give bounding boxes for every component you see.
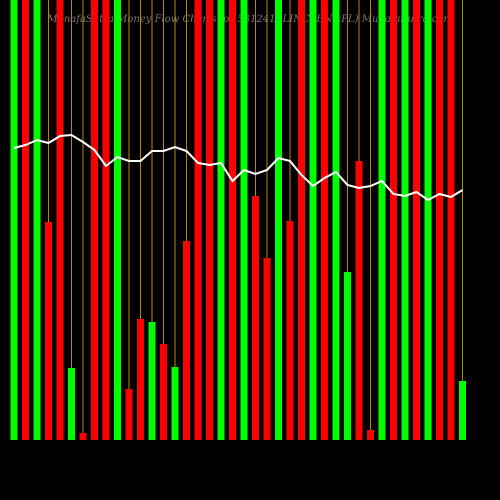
bar	[194, 0, 202, 440]
bar	[68, 368, 75, 440]
bar	[263, 258, 271, 440]
chart-title: MunafaSutra Money Flow Charts for 531241…	[46, 14, 453, 25]
bar	[447, 0, 455, 440]
bar	[240, 0, 248, 440]
bar	[56, 0, 64, 440]
bar	[413, 0, 420, 440]
bar	[436, 0, 443, 440]
bar	[22, 0, 29, 440]
bar	[367, 430, 374, 440]
bar	[321, 0, 328, 440]
bar	[183, 241, 190, 440]
bar	[401, 0, 409, 440]
bar	[125, 389, 133, 440]
bar	[275, 0, 282, 440]
bar	[137, 319, 144, 440]
bar	[217, 0, 225, 440]
bar	[10, 0, 18, 440]
bar	[286, 221, 294, 440]
bar	[298, 0, 305, 440]
bar	[33, 0, 41, 440]
bar	[332, 0, 340, 440]
bar	[378, 0, 386, 440]
bar	[355, 161, 363, 440]
bar	[424, 0, 432, 440]
bar	[206, 0, 213, 440]
bar	[459, 381, 466, 440]
money-flow-line	[13, 133, 464, 202]
bar	[91, 0, 98, 440]
bar	[309, 0, 317, 440]
bar	[229, 0, 236, 440]
bar	[45, 222, 52, 440]
bar	[114, 0, 121, 440]
bar	[344, 272, 351, 440]
bar	[160, 344, 167, 440]
bar	[171, 367, 179, 440]
bar	[252, 196, 259, 440]
bar	[79, 433, 87, 440]
bar	[102, 0, 110, 440]
bar	[390, 0, 397, 440]
bar	[148, 322, 156, 440]
